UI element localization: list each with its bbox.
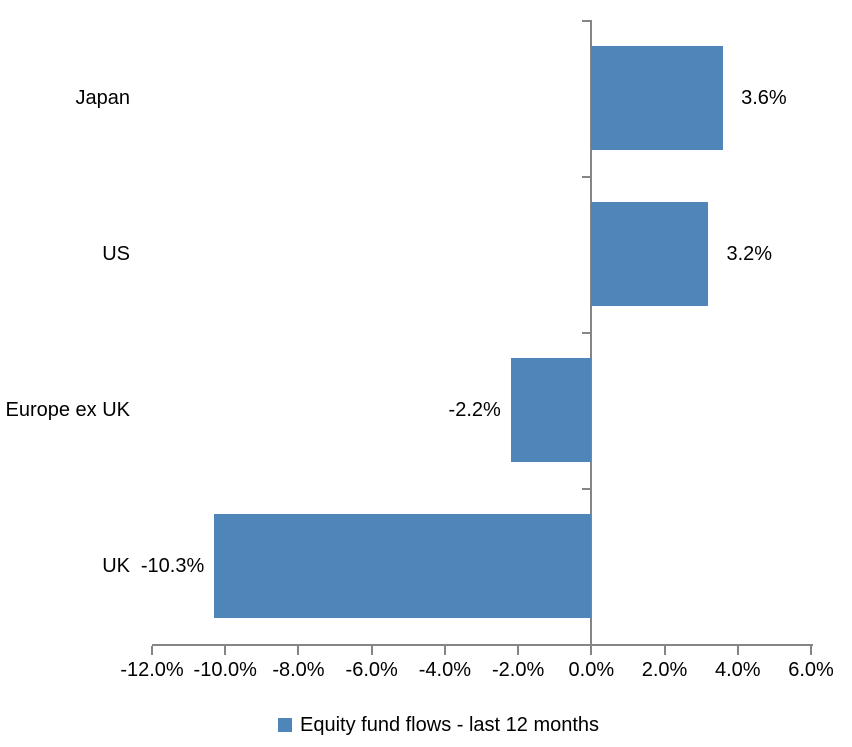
- legend-label: Equity fund flows - last 12 months: [300, 714, 600, 736]
- category-label: Europe ex UK: [5, 399, 130, 421]
- x-axis-tick: [370, 646, 373, 655]
- x-axis-tick: [517, 646, 520, 655]
- x-tick-label: -2.0%: [491, 659, 545, 681]
- category-boundary-tick: [582, 20, 591, 22]
- category-label: US: [102, 243, 130, 265]
- bar-value-label: -2.2%: [448, 399, 501, 421]
- x-axis-tick: [736, 646, 739, 655]
- x-tick-label: 0.0%: [568, 659, 615, 681]
- x-tick-label: -12.0%: [120, 659, 184, 681]
- x-tick-label: -4.0%: [418, 659, 471, 681]
- x-tick-label: -10.0%: [193, 659, 257, 681]
- bar-japan: [591, 46, 724, 150]
- x-tick-label: 6.0%: [788, 659, 834, 681]
- legend: Equity fund flows - last 12 months: [278, 712, 599, 738]
- category-boundary-tick: [582, 332, 591, 334]
- bar-europe-ex-uk: [510, 358, 592, 462]
- bar-value-label: 3.6%: [741, 87, 787, 109]
- x-tick-label: 2.0%: [641, 659, 688, 681]
- x-tick-label: -8.0%: [272, 659, 325, 681]
- bar-us: [591, 202, 709, 306]
- bar-value-label: 3.2%: [726, 243, 773, 265]
- x-axis-tick: [810, 646, 812, 655]
- category-label: Japan: [75, 87, 131, 109]
- legend-marker-icon: [278, 718, 292, 732]
- x-axis-line: [152, 644, 813, 646]
- category-boundary-tick: [582, 644, 591, 646]
- bar-uk: [214, 514, 592, 618]
- x-axis-tick: [663, 646, 666, 655]
- category-boundary-tick: [582, 488, 591, 490]
- bar-value-label: -10.3%: [140, 555, 205, 577]
- x-axis-tick: [297, 646, 300, 655]
- x-tick-label: 4.0%: [714, 659, 761, 681]
- x-axis-tick: [224, 646, 227, 655]
- category-label: UK: [102, 555, 130, 577]
- zero-axis-line: [590, 20, 593, 655]
- x-axis-tick: [151, 646, 153, 655]
- category-boundary-tick: [582, 176, 591, 178]
- x-axis-tick: [590, 646, 593, 655]
- x-axis-tick: [443, 646, 446, 655]
- x-tick-label: -6.0%: [345, 659, 398, 681]
